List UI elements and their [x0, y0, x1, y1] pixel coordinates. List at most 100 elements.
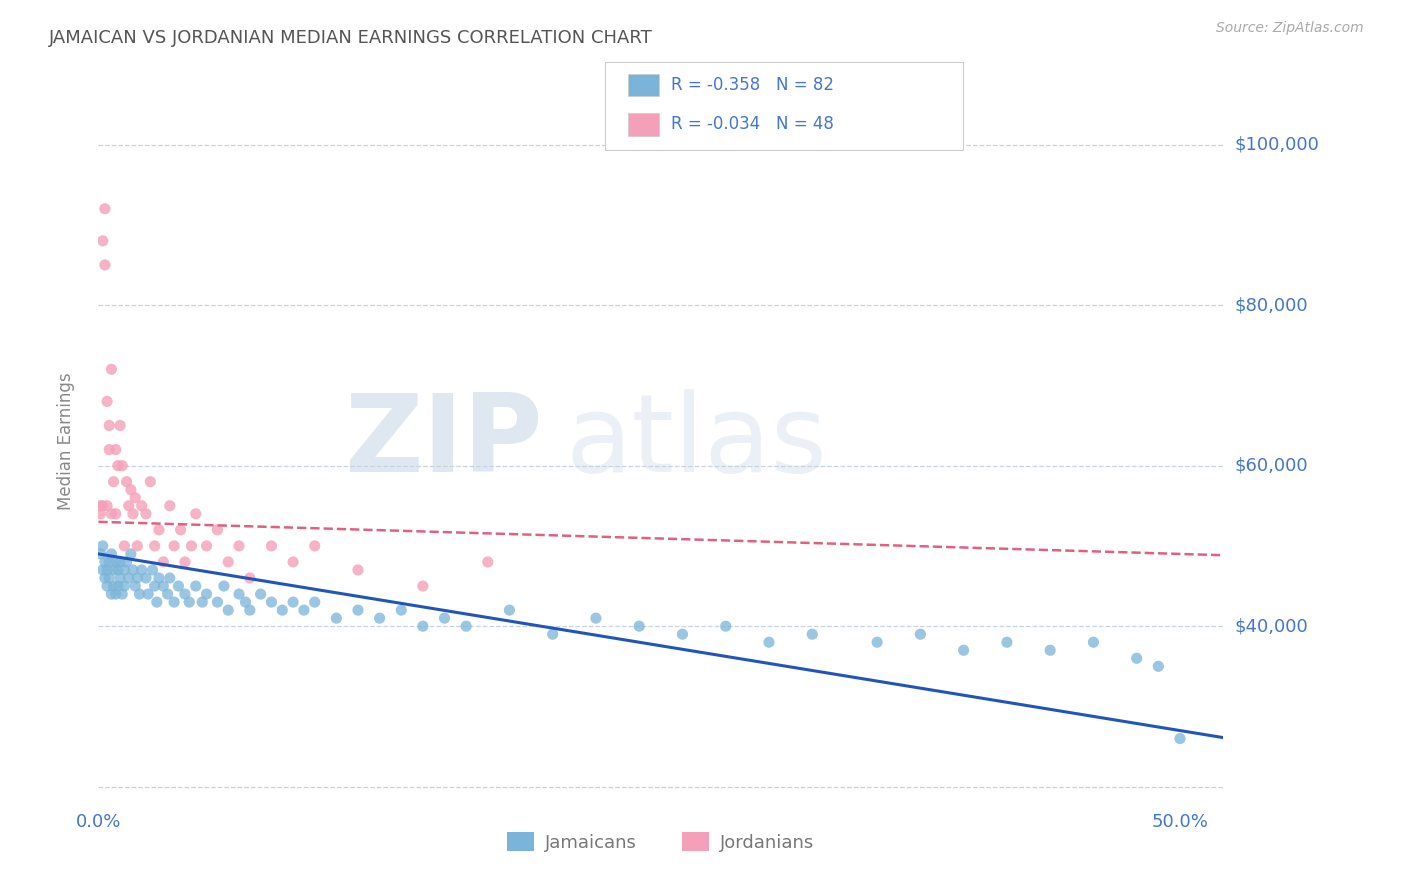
Point	[498, 603, 520, 617]
Point	[104, 507, 127, 521]
Point	[628, 619, 651, 633]
Point	[281, 595, 304, 609]
Point	[1039, 643, 1062, 657]
Point	[156, 587, 179, 601]
Point	[100, 587, 122, 601]
Point	[228, 587, 250, 601]
Point	[146, 595, 169, 609]
Point	[249, 587, 271, 601]
Point	[184, 507, 207, 521]
Point	[148, 523, 170, 537]
Point	[118, 571, 141, 585]
Point	[98, 571, 121, 585]
Point	[91, 563, 114, 577]
Point	[131, 499, 153, 513]
Point	[94, 571, 117, 585]
Point	[94, 258, 117, 272]
Point	[235, 595, 257, 609]
Point	[758, 635, 780, 649]
Point	[995, 635, 1018, 649]
Point	[207, 523, 229, 537]
Point	[98, 418, 121, 433]
Point	[112, 539, 135, 553]
Point	[91, 234, 114, 248]
Point	[148, 571, 170, 585]
Point	[120, 483, 142, 497]
Point	[90, 507, 112, 521]
Point	[143, 539, 166, 553]
Text: $80,000: $80,000	[1234, 296, 1308, 314]
Point	[174, 555, 197, 569]
Point	[180, 539, 202, 553]
Point	[1147, 659, 1170, 673]
Point	[96, 563, 118, 577]
Point	[195, 587, 218, 601]
Point	[96, 579, 118, 593]
Point	[412, 619, 434, 633]
Point	[195, 539, 218, 553]
Point	[477, 555, 499, 569]
Point	[304, 595, 326, 609]
Point	[91, 499, 114, 513]
Point	[136, 587, 159, 601]
Point	[115, 475, 138, 489]
Point	[433, 611, 456, 625]
Point	[104, 555, 127, 569]
Text: R = -0.034   N = 48: R = -0.034 N = 48	[671, 115, 834, 133]
Point	[112, 579, 135, 593]
Point	[115, 555, 138, 569]
Point	[111, 587, 134, 601]
Point	[107, 563, 129, 577]
Point	[111, 458, 134, 473]
Point	[271, 603, 294, 617]
Point	[104, 587, 127, 601]
Point	[671, 627, 693, 641]
Point	[120, 547, 142, 561]
Point	[910, 627, 932, 641]
Point	[103, 475, 125, 489]
Point	[179, 595, 201, 609]
Text: $60,000: $60,000	[1234, 457, 1308, 475]
Point	[1168, 731, 1191, 746]
Point	[135, 571, 157, 585]
Point	[368, 611, 391, 625]
Point	[217, 555, 239, 569]
Point	[1125, 651, 1147, 665]
Point	[167, 579, 190, 593]
Point	[112, 563, 135, 577]
Text: Source: ZipAtlas.com: Source: ZipAtlas.com	[1216, 21, 1364, 35]
Point	[169, 523, 191, 537]
Point	[292, 603, 315, 617]
Point	[207, 595, 229, 609]
Point	[174, 587, 197, 601]
Point	[90, 499, 112, 513]
Point	[456, 619, 478, 633]
Point	[108, 418, 131, 433]
Text: R = -0.358   N = 82: R = -0.358 N = 82	[671, 76, 834, 94]
Point	[801, 627, 824, 641]
Point	[952, 643, 974, 657]
Point	[141, 563, 163, 577]
Point	[107, 579, 129, 593]
Point	[107, 458, 129, 473]
Point	[585, 611, 607, 625]
Point	[139, 475, 162, 489]
Point	[281, 555, 304, 569]
Point	[304, 539, 326, 553]
Point	[1083, 635, 1105, 649]
Point	[100, 507, 122, 521]
Point	[159, 499, 181, 513]
Legend: Jamaicans, Jordanians: Jamaicans, Jordanians	[501, 825, 821, 859]
Point	[118, 499, 141, 513]
Text: ZIP: ZIP	[344, 389, 543, 494]
Point	[91, 539, 114, 553]
Point	[96, 394, 118, 409]
Point	[124, 579, 146, 593]
Point	[260, 539, 283, 553]
Point	[143, 579, 166, 593]
Point	[217, 603, 239, 617]
Point	[103, 563, 125, 577]
Point	[104, 442, 127, 457]
Point	[325, 611, 347, 625]
Point	[163, 539, 186, 553]
